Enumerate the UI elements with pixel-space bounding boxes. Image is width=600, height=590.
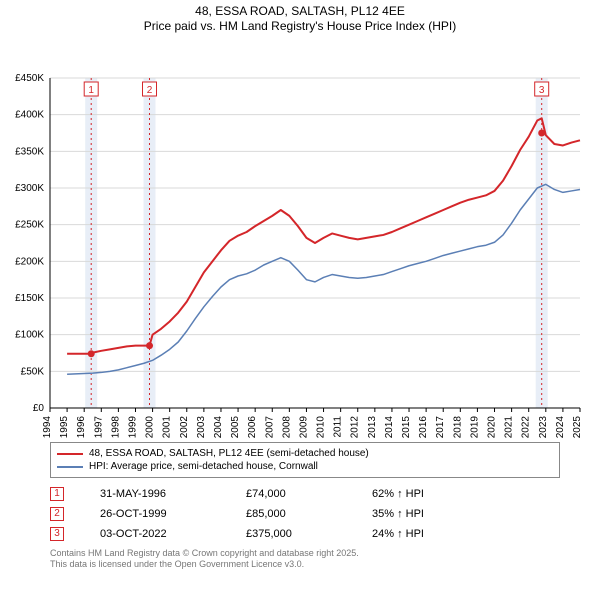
svg-text:£400K: £400K	[15, 110, 44, 121]
marker-badge: 1	[50, 487, 64, 501]
svg-text:£0: £0	[33, 403, 45, 414]
svg-text:2: 2	[147, 85, 153, 96]
svg-text:2020: 2020	[487, 416, 498, 438]
footer-line-1: Contains HM Land Registry data © Crown c…	[50, 548, 560, 559]
marker-hpi: 35% ↑ HPI	[372, 508, 462, 520]
svg-text:3: 3	[539, 85, 545, 96]
svg-text:2008: 2008	[281, 416, 292, 438]
svg-text:2024: 2024	[555, 416, 566, 438]
svg-text:£450K: £450K	[15, 73, 44, 84]
svg-text:2000: 2000	[145, 416, 156, 438]
marker-date: 03-OCT-2022	[100, 528, 210, 540]
marker-row: 1 31-MAY-1996 £74,000 62% ↑ HPI	[50, 484, 560, 504]
marker-hpi: 62% ↑ HPI	[372, 488, 462, 500]
title-line-1: 48, ESSA ROAD, SALTASH, PL12 4EE	[0, 4, 600, 19]
svg-text:2005: 2005	[230, 416, 241, 438]
svg-text:1998: 1998	[110, 416, 121, 438]
svg-text:2021: 2021	[504, 416, 515, 438]
svg-text:2018: 2018	[452, 416, 463, 438]
marker-date: 26-OCT-1999	[100, 508, 210, 520]
svg-text:2003: 2003	[196, 416, 207, 438]
marker-date: 31-MAY-1996	[100, 488, 210, 500]
svg-text:1999: 1999	[127, 416, 138, 438]
marker-price: £375,000	[246, 528, 336, 540]
svg-text:2004: 2004	[213, 416, 224, 438]
title-line-2: Price paid vs. HM Land Registry's House …	[0, 19, 600, 34]
legend-swatch	[57, 466, 83, 468]
legend-swatch	[57, 453, 83, 455]
svg-text:£50K: £50K	[21, 366, 45, 377]
svg-text:2012: 2012	[350, 416, 361, 438]
svg-text:2007: 2007	[264, 416, 275, 438]
svg-text:1996: 1996	[76, 416, 87, 438]
svg-text:2011: 2011	[333, 416, 344, 438]
svg-text:£150K: £150K	[15, 293, 44, 304]
marker-price: £85,000	[246, 508, 336, 520]
svg-text:2025: 2025	[572, 416, 583, 438]
svg-text:2015: 2015	[401, 416, 412, 438]
svg-text:£100K: £100K	[15, 330, 44, 341]
marker-badge: 3	[50, 527, 64, 541]
legend-item: HPI: Average price, semi-detached house,…	[57, 460, 553, 473]
svg-text:1994: 1994	[42, 416, 53, 438]
svg-text:2016: 2016	[418, 416, 429, 438]
svg-text:2014: 2014	[384, 416, 395, 438]
legend-item: 48, ESSA ROAD, SALTASH, PL12 4EE (semi-d…	[57, 447, 553, 460]
svg-text:2013: 2013	[367, 416, 378, 438]
chart-title: 48, ESSA ROAD, SALTASH, PL12 4EE Price p…	[0, 0, 600, 34]
marker-badge: 2	[50, 507, 64, 521]
marker-price: £74,000	[246, 488, 336, 500]
svg-text:2001: 2001	[162, 416, 173, 438]
legend: 48, ESSA ROAD, SALTASH, PL12 4EE (semi-d…	[50, 442, 560, 478]
svg-text:2010: 2010	[316, 416, 327, 438]
svg-text:2006: 2006	[247, 416, 258, 438]
legend-label: 48, ESSA ROAD, SALTASH, PL12 4EE (semi-d…	[89, 448, 369, 459]
svg-text:2017: 2017	[435, 416, 446, 438]
svg-text:£200K: £200K	[15, 256, 44, 267]
svg-text:1: 1	[88, 85, 94, 96]
markers-table: 1 31-MAY-1996 £74,000 62% ↑ HPI 2 26-OCT…	[50, 484, 560, 544]
attribution: Contains HM Land Registry data © Crown c…	[50, 548, 560, 571]
svg-text:2002: 2002	[179, 416, 190, 438]
svg-text:£350K: £350K	[15, 146, 44, 157]
footer-line-2: This data is licensed under the Open Gov…	[50, 559, 560, 570]
svg-text:£300K: £300K	[15, 183, 44, 194]
marker-row: 2 26-OCT-1999 £85,000 35% ↑ HPI	[50, 504, 560, 524]
svg-text:2019: 2019	[469, 416, 480, 438]
chart-svg: £0 £50K £100K £150K £200K £250K £300K £350K £400…	[0, 34, 600, 438]
svg-text:1995: 1995	[59, 416, 70, 438]
svg-text:1997: 1997	[93, 416, 104, 438]
marker-hpi: 24% ↑ HPI	[372, 528, 462, 540]
chart: £0 £50K £100K £150K £200K £250K £300K £350K £400…	[0, 34, 600, 438]
svg-text:2023: 2023	[538, 416, 549, 438]
svg-text:£250K: £250K	[15, 220, 44, 231]
marker-row: 3 03-OCT-2022 £375,000 24% ↑ HPI	[50, 524, 560, 544]
svg-text:2009: 2009	[298, 416, 309, 438]
legend-label: HPI: Average price, semi-detached house,…	[89, 461, 318, 472]
svg-text:2022: 2022	[521, 416, 532, 438]
